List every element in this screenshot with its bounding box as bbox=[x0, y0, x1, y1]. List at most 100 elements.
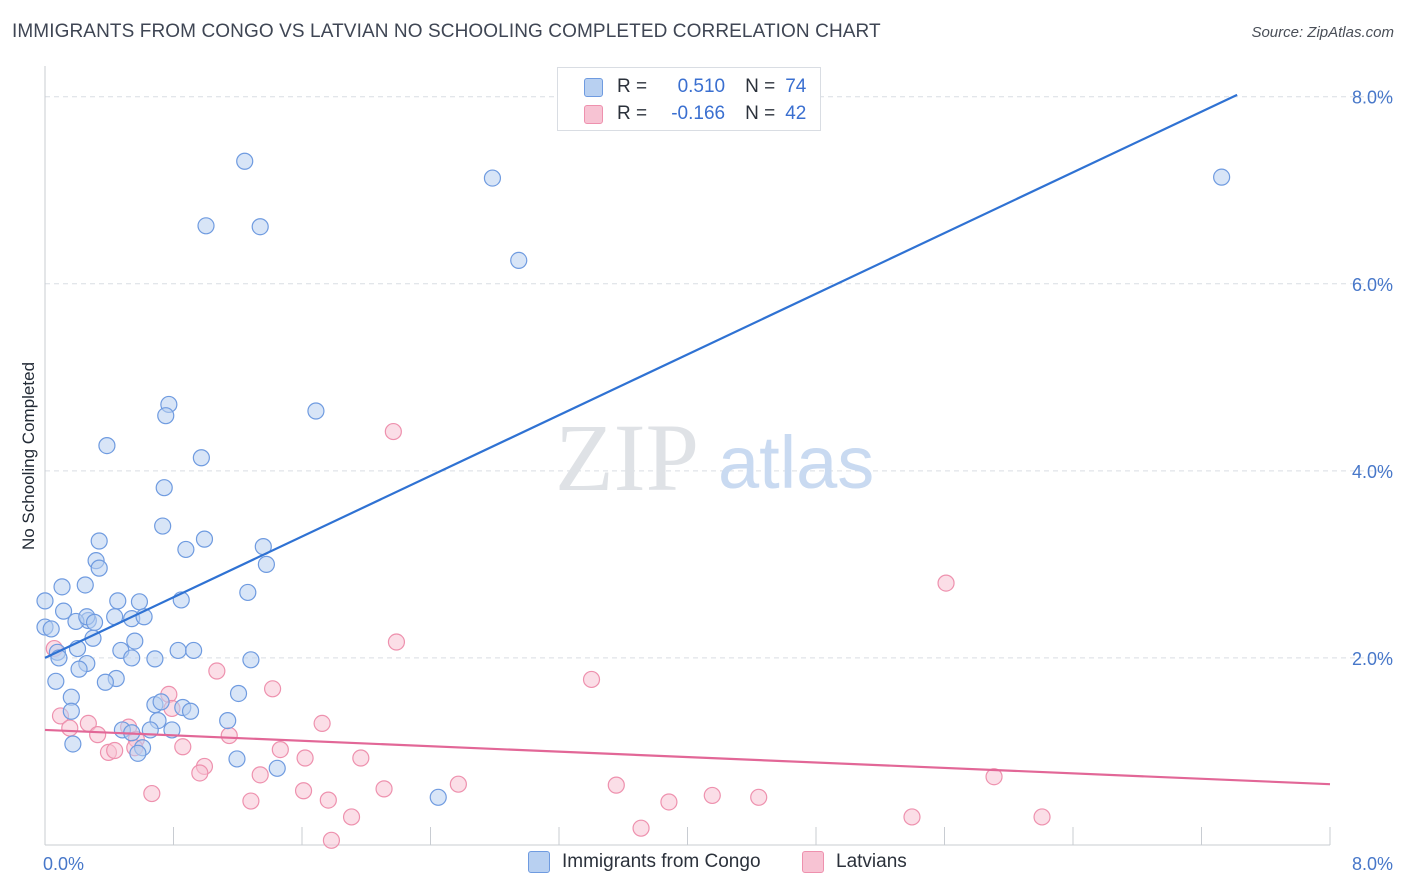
y-tick-label: 6.0% bbox=[1352, 275, 1393, 295]
x-tick-label-start: 0.0% bbox=[43, 854, 84, 874]
congo-point bbox=[36, 592, 54, 610]
congo-point bbox=[429, 788, 447, 806]
latvians-point bbox=[271, 740, 289, 759]
congo-point bbox=[155, 479, 173, 497]
latvians-point bbox=[387, 633, 406, 651]
congo-point bbox=[90, 559, 108, 577]
latvians-point bbox=[375, 780, 393, 798]
legend-n-label: N = bbox=[745, 103, 776, 124]
congo-point bbox=[53, 578, 71, 596]
latvians-point bbox=[750, 788, 768, 806]
congo-point bbox=[257, 555, 275, 573]
congo-point bbox=[229, 684, 248, 703]
congo-point bbox=[268, 759, 286, 777]
congo-point bbox=[76, 576, 94, 594]
latvians-point bbox=[313, 714, 331, 733]
congo-point bbox=[90, 532, 108, 550]
bottom-legend-label-latvians: Latvians bbox=[836, 851, 907, 872]
congo-points bbox=[36, 152, 1231, 806]
legend-n-label: N = bbox=[745, 76, 776, 97]
latvians-point bbox=[89, 726, 107, 744]
latvians-point bbox=[319, 791, 337, 809]
congo-point bbox=[219, 711, 237, 730]
congo-point bbox=[123, 649, 141, 667]
watermark: ZIP atlas bbox=[555, 404, 874, 511]
bottom-legend-swatch-latvians bbox=[802, 851, 824, 873]
latvians-point bbox=[449, 775, 467, 793]
congo-trend-line bbox=[44, 93, 1238, 659]
y-tick-label: 4.0% bbox=[1352, 462, 1393, 482]
watermark-atlas: atlas bbox=[718, 421, 874, 504]
congo-point bbox=[54, 602, 73, 620]
latvians-point bbox=[296, 749, 314, 767]
congo-point bbox=[85, 613, 104, 631]
latvians-point bbox=[607, 776, 625, 794]
tick-labels: 2.0% 4.0% 6.0% 8.0% 0.0% 8.0% bbox=[43, 88, 1393, 874]
latvians-point bbox=[294, 782, 313, 800]
congo-point bbox=[228, 750, 246, 768]
congo-point bbox=[62, 702, 80, 720]
latvians-point bbox=[220, 726, 238, 745]
latvians-point bbox=[208, 662, 226, 680]
congo-point bbox=[236, 152, 254, 170]
congo-point bbox=[483, 169, 502, 187]
congo-point bbox=[181, 702, 200, 720]
latvians-points bbox=[45, 422, 1051, 849]
legend-n-value-latvians: 42 bbox=[785, 103, 807, 124]
legend-r-label: R = bbox=[617, 76, 648, 97]
legend-row-latvians: R = -0.166 N = 42 bbox=[584, 101, 806, 127]
latvians-point bbox=[174, 738, 192, 756]
axes bbox=[44, 66, 1331, 846]
congo-point bbox=[197, 217, 215, 235]
bottom-legend-latvians: Latvians bbox=[802, 851, 907, 873]
congo-point bbox=[47, 672, 65, 690]
congo-point bbox=[152, 693, 170, 711]
latvians-point bbox=[263, 680, 282, 698]
congo-point bbox=[70, 660, 88, 678]
latvians-point bbox=[342, 808, 361, 826]
latvians-point bbox=[632, 819, 650, 837]
congo-point bbox=[98, 436, 116, 455]
watermark-zip: ZIP bbox=[555, 404, 699, 511]
congo-point bbox=[242, 651, 260, 669]
y-tick-label: 8.0% bbox=[1352, 88, 1393, 108]
congo-point bbox=[192, 449, 210, 467]
congo-point bbox=[130, 593, 149, 611]
congo-point bbox=[239, 583, 257, 602]
congo-point bbox=[146, 650, 164, 668]
bottom-legend-label-congo: Immigrants from Congo bbox=[562, 851, 761, 872]
bottom-legend-swatch-congo bbox=[528, 851, 550, 873]
legend-swatch-latvians bbox=[584, 104, 603, 124]
trend-lines bbox=[44, 93, 1331, 786]
congo-point bbox=[307, 402, 325, 420]
legend-row-congo: R = 0.510 N = 74 bbox=[584, 74, 806, 100]
congo-point bbox=[154, 517, 172, 535]
latvians-point bbox=[191, 764, 209, 782]
congo-point bbox=[157, 407, 175, 425]
y-axis-label: No Schooling Completed bbox=[19, 362, 38, 550]
congo-point bbox=[251, 218, 269, 236]
latvians-point bbox=[660, 793, 678, 811]
latvians-point bbox=[703, 786, 721, 805]
source-label: Source: ZipAtlas.com bbox=[1251, 24, 1394, 41]
legend-r-value-latvians: -0.166 bbox=[671, 103, 726, 124]
legend-n-value-congo: 74 bbox=[785, 76, 807, 97]
latvians-point bbox=[242, 792, 260, 810]
latvians-point bbox=[582, 670, 601, 689]
latvians-point bbox=[352, 749, 370, 767]
congo-point bbox=[510, 251, 528, 269]
congo-point bbox=[129, 744, 147, 762]
congo-point bbox=[169, 641, 187, 660]
bottom-legend: Immigrants from Congo Latvians bbox=[0, 851, 1406, 879]
latvians-point bbox=[322, 831, 341, 849]
congo-point bbox=[109, 592, 127, 610]
bottom-legend-congo: Immigrants from Congo bbox=[528, 851, 761, 873]
legend-swatch-congo bbox=[584, 77, 603, 97]
congo-point bbox=[177, 540, 195, 559]
latvians-point bbox=[143, 784, 161, 803]
y-tick-label: 2.0% bbox=[1352, 649, 1393, 669]
congo-point bbox=[163, 721, 181, 739]
congo-point bbox=[195, 530, 214, 548]
latvians-point bbox=[985, 768, 1003, 786]
